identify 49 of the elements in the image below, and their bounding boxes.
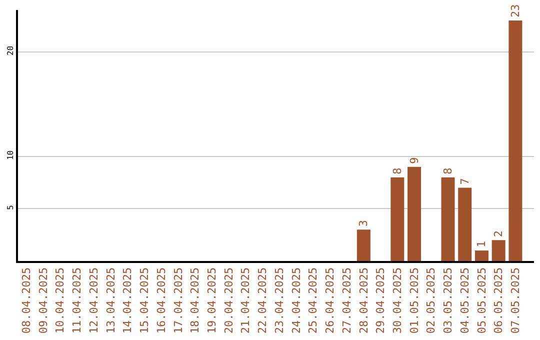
data-label: 8 — [390, 168, 404, 174]
x-tick-label: 30.04.2025 — [390, 267, 404, 334]
x-tick-label: 24.04.2025 — [290, 267, 303, 334]
x-tick-label: 15.04.2025 — [138, 267, 152, 334]
x-tick-label: 01.05.2025 — [408, 267, 421, 334]
x-tick-label: 17.04.2025 — [172, 267, 185, 334]
x-tick-label: 29.04.2025 — [374, 267, 388, 334]
data-label: 9 — [408, 157, 421, 164]
x-tick-label: 14.04.2025 — [121, 267, 134, 334]
bar — [356, 230, 370, 261]
x-tick-label: 28.04.2025 — [357, 267, 370, 334]
x-tick-label: 23.04.2025 — [272, 267, 286, 334]
data-label: 8 — [442, 168, 454, 174]
x-tick-label: 04.05.2025 — [458, 267, 472, 334]
bar — [508, 20, 522, 261]
x-tick-label: 07.05.2025 — [509, 267, 522, 334]
x-tick-label: 02.05.2025 — [424, 267, 438, 334]
x-tick-label: 06.05.2025 — [492, 267, 506, 334]
data-label: 23 — [508, 4, 522, 18]
x-tick-label: 10.04.2025 — [54, 267, 67, 334]
y-tick-label: 20 — [6, 46, 15, 56]
bar — [458, 188, 472, 261]
bar — [390, 177, 404, 261]
bar — [441, 177, 455, 261]
x-tick-label: 12.04.2025 — [87, 267, 100, 334]
x-tick-label: 11.04.2025 — [70, 267, 84, 334]
y-tick-label: 5 — [6, 204, 15, 210]
x-tick-label: 26.04.2025 — [324, 267, 337, 334]
x-tick-label: 13.04.2025 — [104, 267, 118, 334]
bar — [492, 240, 506, 261]
y-tick-label: 10 — [6, 150, 15, 160]
x-tick-label: 20.04.2025 — [222, 267, 236, 334]
x-tick-label: 18.04.2025 — [188, 267, 202, 334]
x-tick-label: 16.04.2025 — [154, 267, 168, 334]
x-tick-label: 08.04.2025 — [20, 267, 34, 334]
data-label: 2 — [492, 230, 506, 238]
x-tick-label: 03.05.2025 — [442, 267, 455, 334]
x-tick-label: 27.04.2025 — [340, 267, 354, 334]
x-tick-label: 19.04.2025 — [205, 267, 218, 334]
data-label: 7 — [458, 178, 472, 185]
x-tick-label: 25.04.2025 — [306, 267, 320, 334]
x-tick-label: 22.04.2025 — [256, 267, 270, 334]
x-tick-label: 05.05.2025 — [475, 267, 488, 334]
bar — [474, 250, 488, 261]
data-label: 1 — [475, 240, 488, 248]
data-label: 3 — [357, 220, 370, 227]
bar — [408, 166, 422, 261]
x-tick-label: 09.04.2025 — [36, 267, 50, 334]
x-tick-label: 21.04.2025 — [239, 267, 252, 334]
